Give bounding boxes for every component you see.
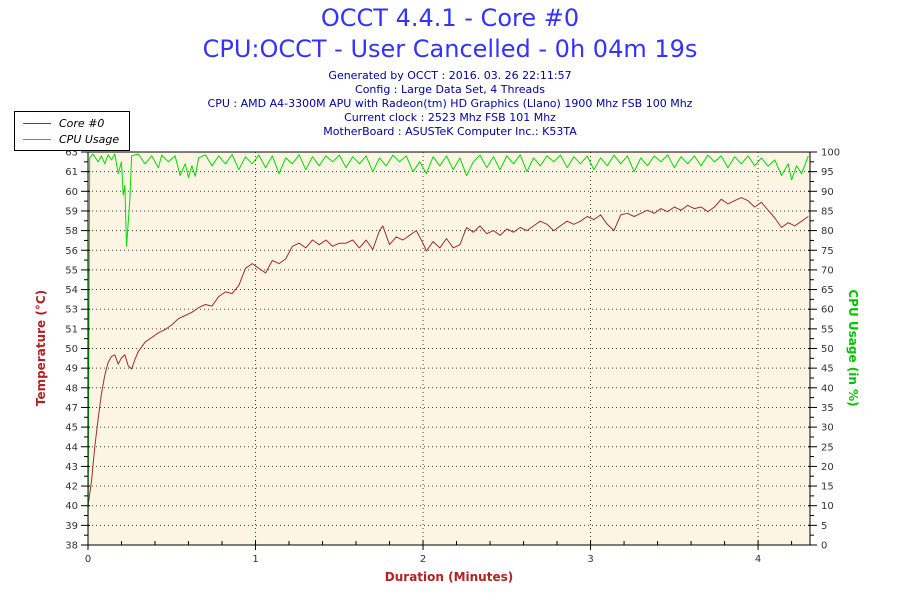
legend-label-core0: Core #0: [59, 116, 105, 130]
svg-text:49: 49: [65, 364, 78, 375]
svg-text:39: 39: [65, 521, 78, 532]
svg-text:80: 80: [821, 226, 834, 237]
svg-text:0: 0: [85, 554, 91, 565]
svg-text:20: 20: [821, 462, 834, 473]
x-axis-ticks: [87, 540, 793, 550]
series-line-core-0: [87, 197, 809, 506]
page-title: OCCT 4.4.1 - Core #0: [320, 4, 580, 32]
svg-text:40: 40: [65, 501, 78, 512]
legend-item-core0: Core #0: [23, 115, 125, 131]
meta-line-cpu: CPU : AMD A4-3300M APU with Radeon(tm) H…: [207, 97, 693, 110]
svg-text:42: 42: [65, 482, 78, 493]
svg-text:44: 44: [65, 442, 78, 453]
svg-text:45: 45: [65, 423, 78, 434]
svg-text:95: 95: [821, 167, 834, 178]
legend-line-swatch-cpu-usage: [23, 138, 51, 140]
svg-text:45: 45: [821, 364, 834, 375]
x-axis-title: Duration (Minutes): [385, 570, 513, 584]
meta-block: Generated by OCCT : 2016. 03. 26 22:11:5…: [0, 69, 900, 139]
legend-label-cpu-usage: CPU Usage: [59, 132, 120, 146]
svg-text:60: 60: [821, 305, 834, 316]
x-axis-tick-labels: 0 1 2 3 4: [85, 554, 761, 565]
svg-text:35: 35: [821, 403, 834, 414]
svg-text:2: 2: [420, 554, 426, 565]
svg-text:70: 70: [821, 265, 834, 276]
page-subtitle: CPU:OCCT - User Cancelled - 0h 04m 19s: [202, 35, 698, 63]
left-axis-ticks: [81, 151, 90, 546]
legend: Core #0 CPU Usage: [14, 111, 130, 151]
horizontal-gridlines: [88, 171, 810, 526]
svg-text:90: 90: [821, 187, 834, 198]
svg-text:53: 53: [65, 305, 78, 316]
svg-text:61: 61: [65, 167, 78, 178]
svg-text:51: 51: [65, 324, 78, 335]
svg-text:58: 58: [65, 226, 78, 237]
svg-text:4: 4: [755, 554, 761, 565]
meta-line-clock: Current clock : 2523 Mhz FSB 101 Mhz: [344, 111, 556, 124]
svg-text:75: 75: [821, 246, 834, 257]
right-axis-tick-labels: 1009590858075706560555045403530252015105…: [821, 148, 840, 552]
svg-text:0: 0: [821, 541, 827, 552]
svg-text:30: 30: [821, 423, 834, 434]
svg-text:59: 59: [65, 206, 78, 217]
svg-text:1: 1: [252, 554, 258, 565]
svg-text:48: 48: [65, 383, 78, 394]
meta-line-generated: Generated by OCCT : 2016. 03. 26 22:11:5…: [328, 69, 572, 82]
svg-text:85: 85: [821, 206, 834, 217]
vertical-gridlines: [255, 152, 759, 545]
svg-text:100: 100: [821, 148, 840, 159]
svg-text:56: 56: [65, 246, 78, 257]
svg-text:40: 40: [821, 383, 834, 394]
svg-text:10: 10: [821, 501, 834, 512]
svg-text:25: 25: [821, 442, 834, 453]
svg-text:15: 15: [821, 482, 834, 493]
right-axis-ticks: [808, 151, 817, 546]
svg-text:65: 65: [821, 285, 834, 296]
meta-line-config: Config : Large Data Set, 4 Threads: [355, 83, 545, 96]
left-axis-tick-labels: 63 61 60 59 58 56 55 54 53 51 50 49 48 47 45 44 43 42 40 39…: [65, 148, 78, 552]
svg-text:43: 43: [65, 462, 78, 473]
svg-text:63: 63: [65, 148, 78, 159]
svg-text:54: 54: [65, 285, 78, 296]
svg-text:38: 38: [65, 541, 78, 552]
svg-text:55: 55: [65, 265, 78, 276]
svg-text:50: 50: [821, 344, 834, 355]
left-axis-title: Temperature (°C): [34, 290, 48, 406]
svg-text:3: 3: [587, 554, 593, 565]
right-axis-title: CPU Usage (in %): [846, 289, 860, 406]
legend-line-swatch-core0: [23, 122, 51, 124]
meta-line-motherboard: MotherBoard : ASUSTeK Computer Inc.: K53…: [323, 125, 577, 138]
svg-text:60: 60: [65, 187, 78, 198]
series-line-cpu-usage: [87, 153, 809, 546]
svg-text:50: 50: [65, 344, 78, 355]
svg-text:47: 47: [65, 403, 78, 414]
svg-text:5: 5: [821, 521, 827, 532]
legend-item-cpu-usage: CPU Usage: [23, 131, 125, 147]
svg-text:55: 55: [821, 324, 834, 335]
